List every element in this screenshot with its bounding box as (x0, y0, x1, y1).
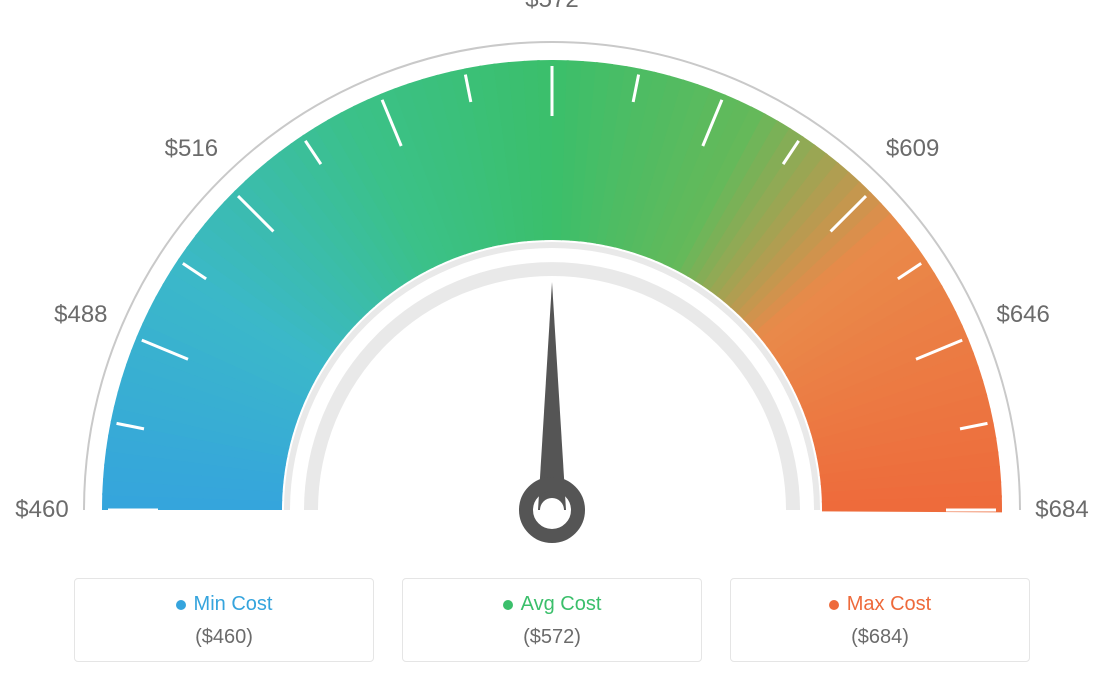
gauge-tick-label: $572 (525, 0, 578, 14)
legend-value-avg: ($572) (403, 626, 701, 649)
gauge-svg (0, 0, 1104, 560)
legend-value-max: ($684) (731, 626, 1029, 649)
gauge-tick-label: $684 (1035, 496, 1088, 524)
dot-icon (503, 600, 513, 610)
gauge-tick-label: $609 (886, 135, 939, 163)
legend-box-min: Min Cost ($460) (74, 578, 374, 662)
legend-row: Min Cost ($460) Avg Cost ($572) Max Cost… (0, 578, 1104, 662)
gauge-chart: $460 $488 $516 $572 $609 $646 $684 (0, 0, 1104, 560)
gauge-tick-label: $488 (54, 301, 107, 329)
legend-title-avg: Avg Cost (503, 593, 602, 616)
legend-box-max: Max Cost ($684) (730, 578, 1030, 662)
dot-icon (829, 600, 839, 610)
legend-title-max: Max Cost (829, 593, 931, 616)
gauge-tick-label: $516 (165, 135, 218, 163)
legend-box-avg: Avg Cost ($572) (402, 578, 702, 662)
legend-label-min: Min Cost (194, 593, 273, 616)
gauge-tick-label: $646 (996, 301, 1049, 329)
gauge-tick-label: $460 (15, 496, 68, 524)
legend-title-min: Min Cost (176, 593, 273, 616)
dot-icon (176, 600, 186, 610)
legend-value-min: ($460) (75, 626, 373, 649)
legend-label-max: Max Cost (847, 593, 931, 616)
legend-label-avg: Avg Cost (521, 593, 602, 616)
